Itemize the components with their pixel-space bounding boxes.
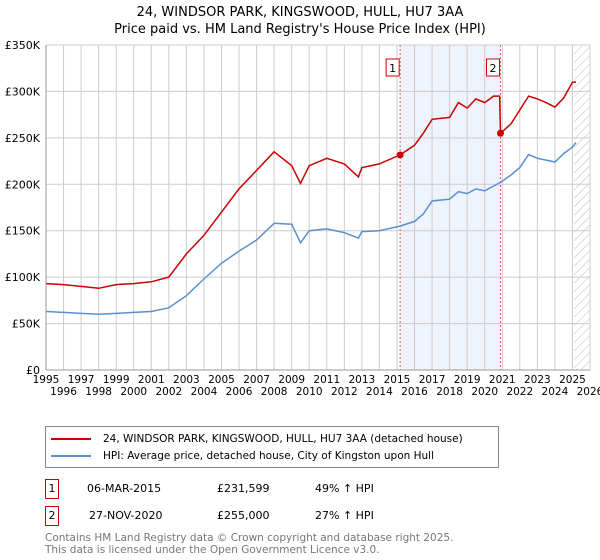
- price-chart: 1995199619971998199920002001200220032004…: [5, 39, 600, 398]
- transaction-date: 27-NOV-2020: [89, 509, 163, 522]
- annotation-badge: [385, 58, 400, 77]
- y-tick-label: £50K: [12, 318, 41, 331]
- title-line-1: 24, WINDSOR PARK, KINGSWOOD, HULL, HU7 3…: [136, 5, 464, 20]
- x-tick-label: 2017: [419, 374, 446, 386]
- x-tick-label: 2015: [384, 374, 411, 386]
- forecast-hatch: [574, 45, 590, 370]
- x-tick-label: 2004: [191, 386, 218, 398]
- x-tick-label: 2016: [401, 386, 428, 398]
- y-tick-label: £300K: [5, 85, 41, 98]
- x-tick-label: 2026: [577, 386, 600, 398]
- x-tick-label: 2002: [155, 386, 182, 398]
- red-line-swatch: [51, 438, 91, 440]
- legend: 24, WINDSOR PARK, KINGSWOOD, HULL, HU7 3…: [45, 426, 499, 468]
- x-tick-label: 2005: [208, 374, 235, 386]
- x-tick-label: 2012: [331, 386, 358, 398]
- blue-line-swatch: [51, 455, 91, 457]
- x-tick-label: 1999: [103, 374, 130, 386]
- x-tick-label: 2018: [436, 386, 463, 398]
- transaction-price: £231,599: [217, 482, 270, 495]
- sale-point-marker: [396, 151, 404, 159]
- legend-item-property: 24, WINDSOR PARK, KINGSWOOD, HULL, HU7 3…: [51, 432, 463, 446]
- x-tick-label: 2025: [559, 374, 586, 386]
- chart-title: 24, WINDSOR PARK, KINGSWOOD, HULL, HU7 3…: [0, 4, 600, 38]
- x-tick-label: 2024: [542, 386, 569, 398]
- x-tick-label: 2014: [366, 386, 393, 398]
- transaction-hpi: 49% ↑ HPI: [315, 482, 374, 495]
- annotation-label: 2: [490, 62, 497, 75]
- y-tick-label: £250K: [5, 132, 41, 145]
- x-tick-label: 2006: [226, 386, 253, 398]
- transaction-row: 1 06-MAR-2015 £231,599 49% ↑ HPI: [45, 479, 545, 499]
- legend-item-hpi: HPI: Average price, detached house, City…: [51, 449, 434, 463]
- x-tick-label: 2011: [313, 374, 340, 386]
- x-tick-label: 2020: [471, 386, 498, 398]
- x-tick-label: 2008: [261, 386, 288, 398]
- shaded-period: [400, 45, 501, 370]
- legend-label: 24, WINDSOR PARK, KINGSWOOD, HULL, HU7 3…: [103, 433, 463, 445]
- x-tick-label: 2019: [454, 374, 481, 386]
- x-tick-label: 1998: [85, 386, 112, 398]
- x-tick-label: 2021: [489, 374, 516, 386]
- footer: Contains HM Land Registry data © Crown c…: [45, 532, 453, 556]
- footer-line: This data is licensed under the Open Gov…: [45, 544, 380, 556]
- x-tick-label: 2022: [506, 386, 533, 398]
- property-price-line: [45, 81, 576, 290]
- y-tick-label: £100K: [5, 271, 41, 284]
- transaction-row: 2 27-NOV-2020 £255,000 27% ↑ HPI: [45, 506, 545, 526]
- y-tick-label: £350K: [5, 39, 41, 52]
- x-tick-label: 2000: [120, 386, 147, 398]
- y-tick-label: £0: [26, 364, 40, 377]
- transaction-date: 06-MAR-2015: [87, 482, 162, 495]
- x-tick-label: 2007: [243, 374, 270, 386]
- x-tick-label: 2001: [138, 374, 165, 386]
- marker-badge: 2: [45, 506, 59, 526]
- x-tick-label: 1997: [68, 374, 95, 386]
- footer-line: Contains HM Land Registry data © Crown c…: [45, 532, 454, 544]
- annotation-label: 1: [389, 62, 396, 75]
- x-tick-label: 1995: [33, 374, 60, 386]
- x-tick-label: 2003: [173, 374, 200, 386]
- transaction-price: £255,000: [217, 509, 270, 522]
- marker-badge: 1: [45, 479, 59, 499]
- x-tick-label: 2013: [349, 374, 376, 386]
- annotation-badge: [486, 58, 501, 77]
- x-tick-label: 2009: [278, 374, 305, 386]
- hpi-line: [45, 142, 577, 316]
- legend-label: HPI: Average price, detached house, City…: [103, 450, 434, 462]
- sale-point-marker: [497, 129, 505, 137]
- title-line-2: Price paid vs. HM Land Registry's House …: [114, 22, 486, 37]
- x-tick-label: 1996: [50, 386, 77, 398]
- y-tick-label: £200K: [5, 178, 41, 191]
- x-tick-label: 2010: [296, 386, 323, 398]
- transaction-hpi: 27% ↑ HPI: [315, 509, 374, 522]
- y-tick-label: £150K: [5, 225, 41, 238]
- x-tick-label: 2023: [524, 374, 551, 386]
